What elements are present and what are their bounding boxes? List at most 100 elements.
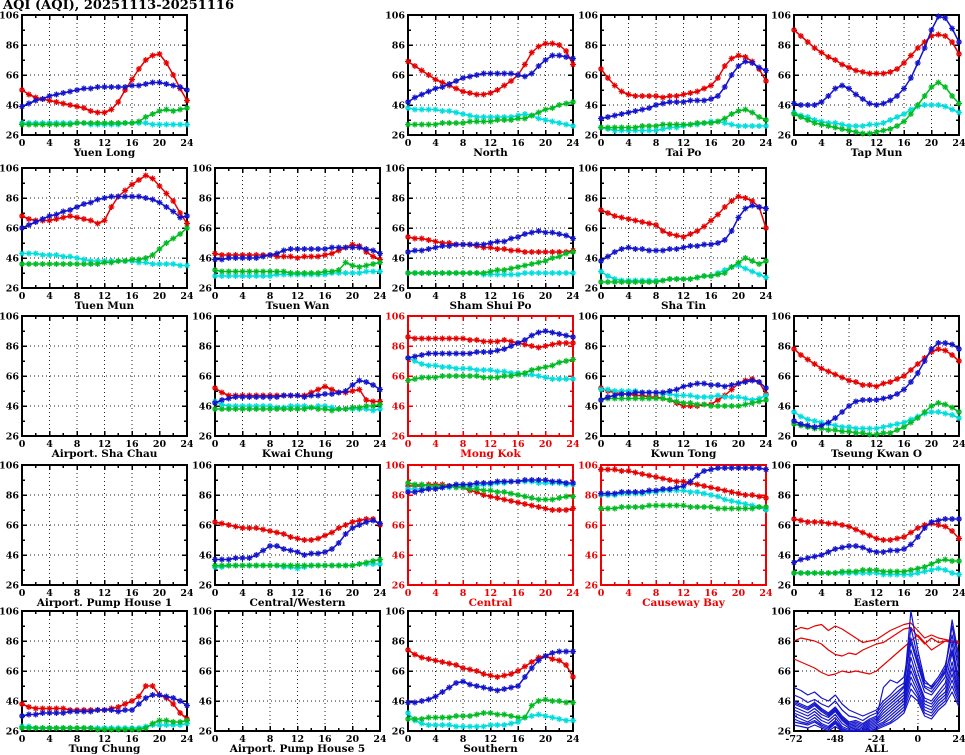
chart-title: Airport. Sha Chau: [51, 448, 158, 460]
chart-title: Southern: [463, 743, 518, 755]
series-red-markers: [791, 346, 962, 390]
y-tick-label: 106: [772, 11, 791, 22]
y-tick-label: 46: [6, 551, 20, 562]
x-tick-label: 24: [180, 439, 193, 450]
series-blue-markers: [405, 228, 576, 255]
series-blue-2: [793, 626, 960, 722]
y-tick-label: 26: [199, 284, 213, 295]
x-tick-label: 12: [870, 439, 883, 450]
chart-title: Tuen Mun: [75, 300, 135, 312]
y-tick-label: 66: [585, 372, 599, 383]
y-tick-label: 106: [193, 312, 212, 323]
chart-title: Yuen Long: [73, 147, 136, 159]
x-tick-label: 4: [818, 138, 825, 149]
all-plot: 26 46 66 86 106 -72 -48 -24 0 24 ALL: [771, 607, 965, 755]
x-tick-label: 8: [653, 138, 660, 149]
y-tick-label: 46: [585, 551, 599, 562]
tuen-mun-plot: 26 46 66 86 106 0 4 8 12 16 20 24 Tuen Mun: [0, 164, 194, 313]
y-tick-label: 86: [585, 194, 599, 205]
y-tick-label: 106: [193, 607, 212, 618]
x-tick-label: 0: [19, 734, 26, 745]
y-tick-label: 86: [585, 41, 599, 52]
x-tick-label: 0: [405, 734, 412, 745]
y-tick-label: 46: [392, 101, 406, 112]
x-tick-label: 12: [484, 439, 497, 450]
x-tick-label: 20: [925, 439, 939, 450]
x-tick-label: 16: [318, 734, 332, 745]
y-tick-label: 46: [392, 697, 406, 708]
x-tick-label: 12: [484, 291, 497, 302]
y-tick-label: 86: [392, 637, 406, 648]
x-tick-label: 12: [677, 588, 690, 599]
x-tick-label: 8: [653, 291, 660, 302]
chart-sham-shui-po: 26 46 66 86 106 0 4 8 12 16 20 24 Sham Shui Po: [385, 153, 580, 319]
y-tick-label: 26: [392, 131, 406, 142]
y-tick-label: 46: [585, 254, 599, 265]
y-tick-label: 66: [6, 71, 20, 82]
y-tick-label: 26: [585, 284, 599, 295]
x-tick-label: 4: [239, 291, 246, 302]
x-tick-label: 12: [98, 588, 111, 599]
y-tick-label: 26: [392, 581, 406, 592]
x-tick-label: 20: [732, 138, 746, 149]
causeway-bay-plot: 26 46 66 86 106 0 4 8 12 16 20 24 Causeway Bay: [578, 461, 773, 610]
y-tick-label: 66: [392, 667, 406, 678]
series-blue-markers: [405, 328, 576, 361]
y-tick-label: 46: [392, 254, 406, 265]
airport-sha-chau-plot: 26 46 66 86 106 0 4 8 12 16 20 24 Airport. Sha Chau: [0, 312, 194, 461]
series-blue-markers: [598, 377, 769, 403]
x-tick-label: 0: [212, 439, 219, 450]
sha-tin-plot: 26 46 66 86 106 0 4 8 12 16 20 24 Sha Tin: [578, 164, 773, 313]
y-tick-label: 26: [778, 432, 792, 443]
y-tick-label: 66: [199, 224, 213, 235]
series-red-markers: [791, 27, 962, 77]
x-tick-label: 12: [291, 439, 304, 450]
tseung-kwan-o-plot: 26 46 66 86 106 0 4 8 12 16 20 24 Tseung Kwan O: [771, 312, 965, 461]
x-tick-label: 8: [653, 439, 660, 450]
series-blue-markers: [212, 377, 383, 406]
y-tick-label: 86: [778, 637, 792, 648]
chart-airport-sha-chau: 26 46 66 86 106 0 4 8 12 16 20 24 Airport. Sha Chau: [0, 301, 194, 467]
chart-central-western: 26 46 66 86 106 0 4 8 12 16 20 24 Central/Western: [192, 450, 387, 616]
y-tick-label: 26: [199, 581, 213, 592]
y-tick-label: 46: [199, 254, 213, 265]
x-tick-label: 8: [267, 439, 274, 450]
series-blue-markers: [791, 516, 962, 566]
x-tick-label: 4: [239, 734, 246, 745]
x-tick-label: 12: [870, 138, 883, 149]
series-red-3: [793, 634, 960, 677]
y-tick-label: 66: [199, 667, 213, 678]
kwun-tong-plot: 26 46 66 86 106 0 4 8 12 16 20 24 Kwun Tong: [578, 312, 773, 461]
series-green-markers: [19, 105, 190, 128]
y-tick-label: 106: [0, 312, 19, 323]
x-tick-label: 8: [74, 138, 81, 149]
x-tick-label: 0: [791, 588, 798, 599]
series-blue-markers: [405, 477, 576, 495]
chart-title: Kwun Tong: [651, 448, 717, 460]
x-tick-label: 20: [346, 734, 360, 745]
series-green-markers: [212, 556, 383, 569]
x-tick-label: 4: [625, 439, 632, 450]
chart-kwai-chung: 26 46 66 86 106 0 4 8 12 16 20 24 Kwai Chung: [192, 301, 387, 467]
x-tick-label: 0: [791, 439, 798, 450]
series-green-markers: [598, 255, 769, 285]
x-tick-label: 16: [704, 138, 718, 149]
x-tick-label: 20: [153, 291, 167, 302]
series-blue-5: [793, 652, 960, 729]
x-tick-label: 8: [460, 291, 467, 302]
x-tick-label: 16: [511, 439, 525, 450]
x-tick-label: 24: [373, 734, 386, 745]
y-tick-label: 66: [6, 667, 20, 678]
chart-title: Tap Mun: [851, 147, 903, 159]
x-tick-label: 16: [125, 588, 139, 599]
y-tick-label: 106: [772, 607, 791, 618]
y-tick-label: 86: [199, 491, 213, 502]
y-tick-label: 86: [585, 342, 599, 353]
series-cyan-markers: [405, 105, 576, 129]
x-tick-label: 20: [732, 588, 746, 599]
x-tick-label: 0: [405, 588, 412, 599]
series-blue-12: [793, 619, 960, 726]
chart-tai-po: 26 46 66 86 106 0 4 8 12 16 20 24 Tai Po: [578, 0, 773, 166]
y-tick-label: 86: [6, 342, 20, 353]
y-tick-label: 86: [778, 41, 792, 52]
